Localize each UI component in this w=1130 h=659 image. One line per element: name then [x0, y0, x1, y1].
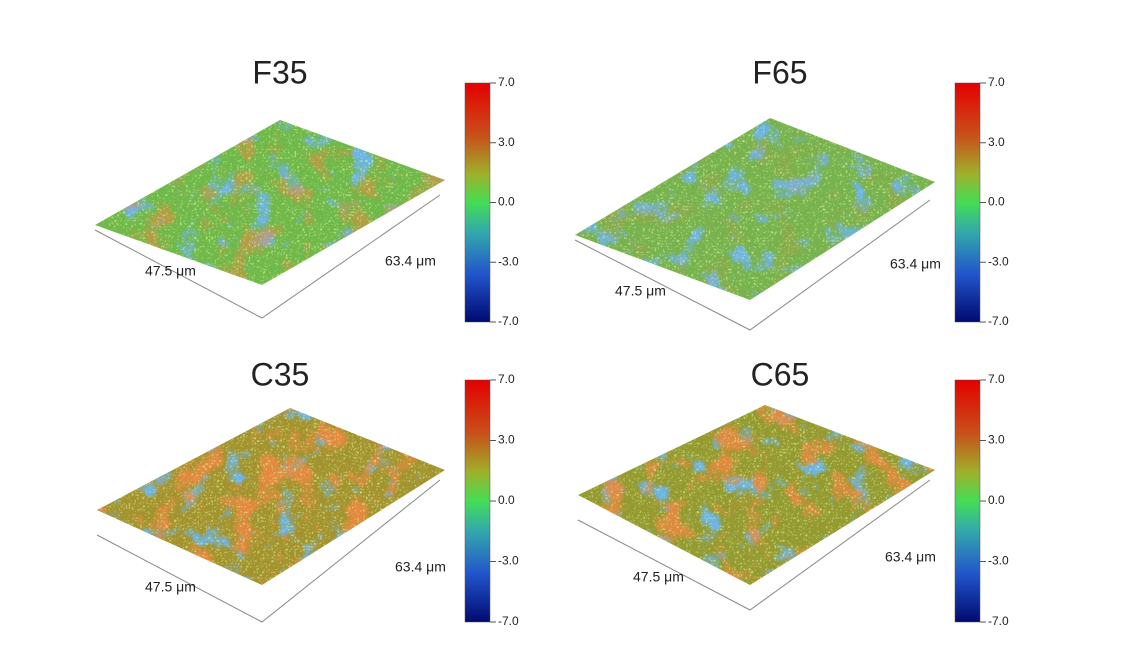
colorbar-tick-label: 0.0 [988, 493, 1005, 507]
colorbar-tick-label: 3.0 [498, 433, 515, 447]
panel-title: F65 [752, 54, 807, 90]
colorbar-tick-label: 7.0 [988, 75, 1005, 89]
colorbar-tick-label: 3.0 [498, 135, 515, 149]
colorbar-tick-label: -7.0 [498, 614, 519, 628]
surface-texture [575, 118, 935, 300]
colorbar [465, 380, 490, 622]
panel: F65 47.5 μm 63.4 μm 7.0 3.0 0.0 -3.0 -7.0 [575, 54, 1009, 330]
panel: F35 47.5 μm 63.4 μm 7.0 3.0 0.0 -3.0 -7.0 [95, 54, 519, 328]
x-axis-label: 47.5 μm [633, 569, 684, 585]
surface-texture [578, 405, 935, 585]
x-axis-label: 47.5 μm [145, 263, 196, 279]
y-axis-label: 63.4 μm [885, 549, 936, 565]
colorbar-tick-label: -3.0 [498, 554, 519, 568]
colorbar-tick-label: -7.0 [498, 314, 519, 328]
x-axis-label: 47.5 μm [145, 579, 196, 595]
panel: C35 47.5 μm 63.4 μm 7.0 3.0 0.0 -3.0 -7.0 [97, 356, 519, 628]
colorbar-tick-label: 3.0 [988, 433, 1005, 447]
colorbar-tick-label: -7.0 [988, 314, 1009, 328]
colorbar-tick-label: -7.0 [988, 614, 1009, 628]
colorbar [955, 83, 980, 322]
surface-texture [97, 408, 445, 585]
colorbar-tick-label: 0.0 [498, 493, 515, 507]
colorbar [955, 380, 980, 622]
colorbar-tick-label: -3.0 [988, 554, 1009, 568]
y-axis-label: 63.4 μm [385, 253, 436, 269]
colorbar-tick-label: 0.0 [498, 195, 515, 209]
colorbar-tick-label: 7.0 [498, 75, 515, 89]
panel-title: F35 [252, 54, 307, 90]
panel-title: C35 [251, 356, 310, 392]
y-axis-label: 63.4 μm [890, 256, 941, 272]
panel-title: C65 [751, 356, 810, 392]
colorbar-tick-label: -3.0 [988, 254, 1009, 268]
x-axis-label: 47.5 μm [615, 283, 666, 299]
colorbar-tick-label: 0.0 [988, 195, 1005, 209]
y-axis-label: 63.4 μm [395, 559, 446, 575]
colorbar-tick-label: -3.0 [498, 254, 519, 268]
colorbar-tick-label: 3.0 [988, 135, 1005, 149]
colorbar-tick-label: 7.0 [498, 372, 515, 386]
figure: F35 47.5 μm 63.4 μm 7.0 3.0 0.0 -3.0 -7.0 F65 47.… [0, 0, 1130, 659]
panel: C65 47.5 μm 63.4 μm 7.0 3.0 0.0 -3.0 -7.0 [578, 356, 1009, 628]
colorbar [465, 83, 490, 322]
colorbar-tick-label: 7.0 [988, 372, 1005, 386]
